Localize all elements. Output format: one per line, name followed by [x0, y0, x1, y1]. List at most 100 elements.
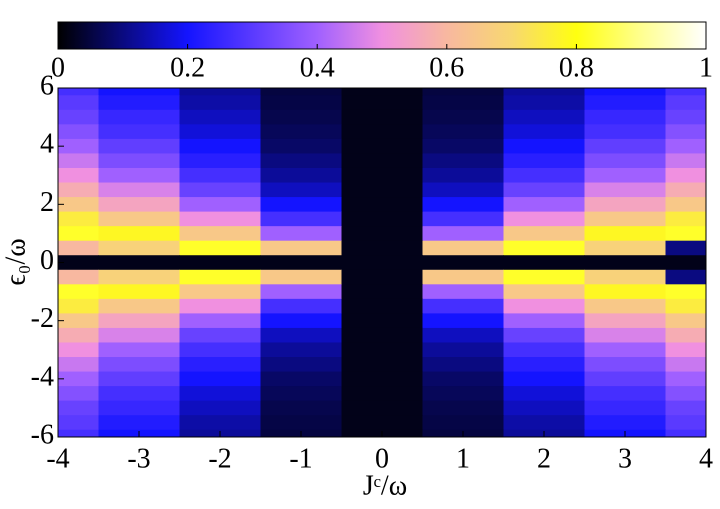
x-tick-label: -2 [208, 443, 231, 474]
heatmap-cell [261, 168, 343, 183]
heatmap-cell [342, 372, 424, 387]
heatmap-cell [342, 95, 424, 110]
heatmap-cell [585, 110, 667, 125]
heatmap-cell [99, 372, 181, 387]
heatmap-cell [99, 212, 181, 227]
heatmap-cell [504, 299, 586, 314]
y-tick-label: 6 [40, 70, 54, 101]
heatmap-cell [504, 372, 586, 387]
heatmap-cell [504, 357, 586, 372]
heatmap-cell [180, 139, 262, 154]
x-tick-label: 0 [375, 443, 389, 474]
heatmap-cell [342, 226, 424, 241]
heatmap-cell [99, 95, 181, 110]
heatmap-cell [423, 415, 505, 430]
heatmap-cell [261, 284, 343, 299]
heatmap-cell [585, 183, 667, 198]
heatmap-cell [180, 241, 262, 256]
y-axis-label: ϵ₀/ω [0, 238, 31, 285]
heatmap-cell [342, 284, 424, 299]
heatmap-cell [180, 212, 262, 227]
heatmap-cell [504, 95, 586, 110]
heatmap-cell [666, 372, 720, 387]
heatmap-cell [99, 357, 181, 372]
heatmap-cell [504, 342, 586, 357]
x-tick-label: 4 [699, 443, 713, 474]
heatmap-cell [342, 153, 424, 168]
heatmap-cell [585, 139, 667, 154]
heatmap-cell [423, 372, 505, 387]
heatmap-cell [585, 284, 667, 299]
heatmap-cell [342, 357, 424, 372]
heatmap-cell [261, 328, 343, 343]
heatmap-cell [342, 255, 424, 270]
heatmap-cell [423, 124, 505, 139]
heatmap-cell [423, 197, 505, 212]
heatmap-cell [99, 328, 181, 343]
heatmap-cell [666, 212, 720, 227]
heatmap-cell [666, 299, 720, 314]
heatmap-cell [261, 124, 343, 139]
heatmap-cell [261, 415, 343, 430]
heatmap-cell [504, 124, 586, 139]
heatmap-cell [504, 386, 586, 401]
heatmap-cell [342, 241, 424, 256]
heatmap-cell [666, 328, 720, 343]
colorbar-tick-label: 0.2 [170, 52, 205, 83]
x-tick-label: -3 [127, 443, 150, 474]
heatmap-cell [423, 386, 505, 401]
y-tick-label: -2 [31, 303, 54, 334]
heatmap-cell [423, 328, 505, 343]
heatmap-cell [342, 313, 424, 328]
heatmap-cell [666, 95, 720, 110]
heatmap-cell [342, 183, 424, 198]
heatmap-cell [180, 313, 262, 328]
heatmap-cell [504, 401, 586, 416]
colorbar-tick-label: 0.6 [429, 52, 464, 83]
heatmap-cell [666, 183, 720, 198]
heatmap-cell [585, 197, 667, 212]
heatmap-cell [504, 313, 586, 328]
y-tick-label: -6 [31, 419, 54, 450]
heatmap-cell [423, 139, 505, 154]
heatmap-cell [99, 226, 181, 241]
heatmap-cell [261, 386, 343, 401]
heatmap-cell [180, 270, 262, 285]
heatmap-cell [666, 401, 720, 416]
heatmap-cell [342, 110, 424, 125]
heatmap-cell [342, 197, 424, 212]
heatmap-cell [180, 284, 262, 299]
heatmap-cell [99, 241, 181, 256]
heatmap-cell [180, 168, 262, 183]
heatmap-cell [504, 197, 586, 212]
heatmap-cell [261, 110, 343, 125]
heatmap-cell [261, 226, 343, 241]
heatmap-cell [504, 328, 586, 343]
heatmap-cell [342, 299, 424, 314]
heatmap-cell [666, 124, 720, 139]
colorbar-tick-label: 0.8 [559, 52, 594, 83]
heatmap-cell [585, 415, 667, 430]
heatmap-cell [342, 139, 424, 154]
heatmap-cell [666, 255, 720, 270]
heatmap-cell [504, 270, 586, 285]
heatmap-cell [342, 212, 424, 227]
heatmap-cell [261, 313, 343, 328]
heatmap-cell [666, 415, 720, 430]
heatmap-cell [666, 110, 720, 125]
heatmap-cell [180, 299, 262, 314]
heatmap-cell [261, 95, 343, 110]
heatmap-cell [99, 110, 181, 125]
heatmap-cell [423, 153, 505, 168]
heatmap-cell [585, 357, 667, 372]
heatmap-cell [180, 124, 262, 139]
heatmap-cell [99, 197, 181, 212]
heatmap-cell [342, 168, 424, 183]
heatmap-cell [504, 415, 586, 430]
heatmap-cell [585, 212, 667, 227]
heatmap-cell [180, 226, 262, 241]
colorbar-tick-label: 1 [699, 52, 713, 83]
heatmap-cell [99, 183, 181, 198]
